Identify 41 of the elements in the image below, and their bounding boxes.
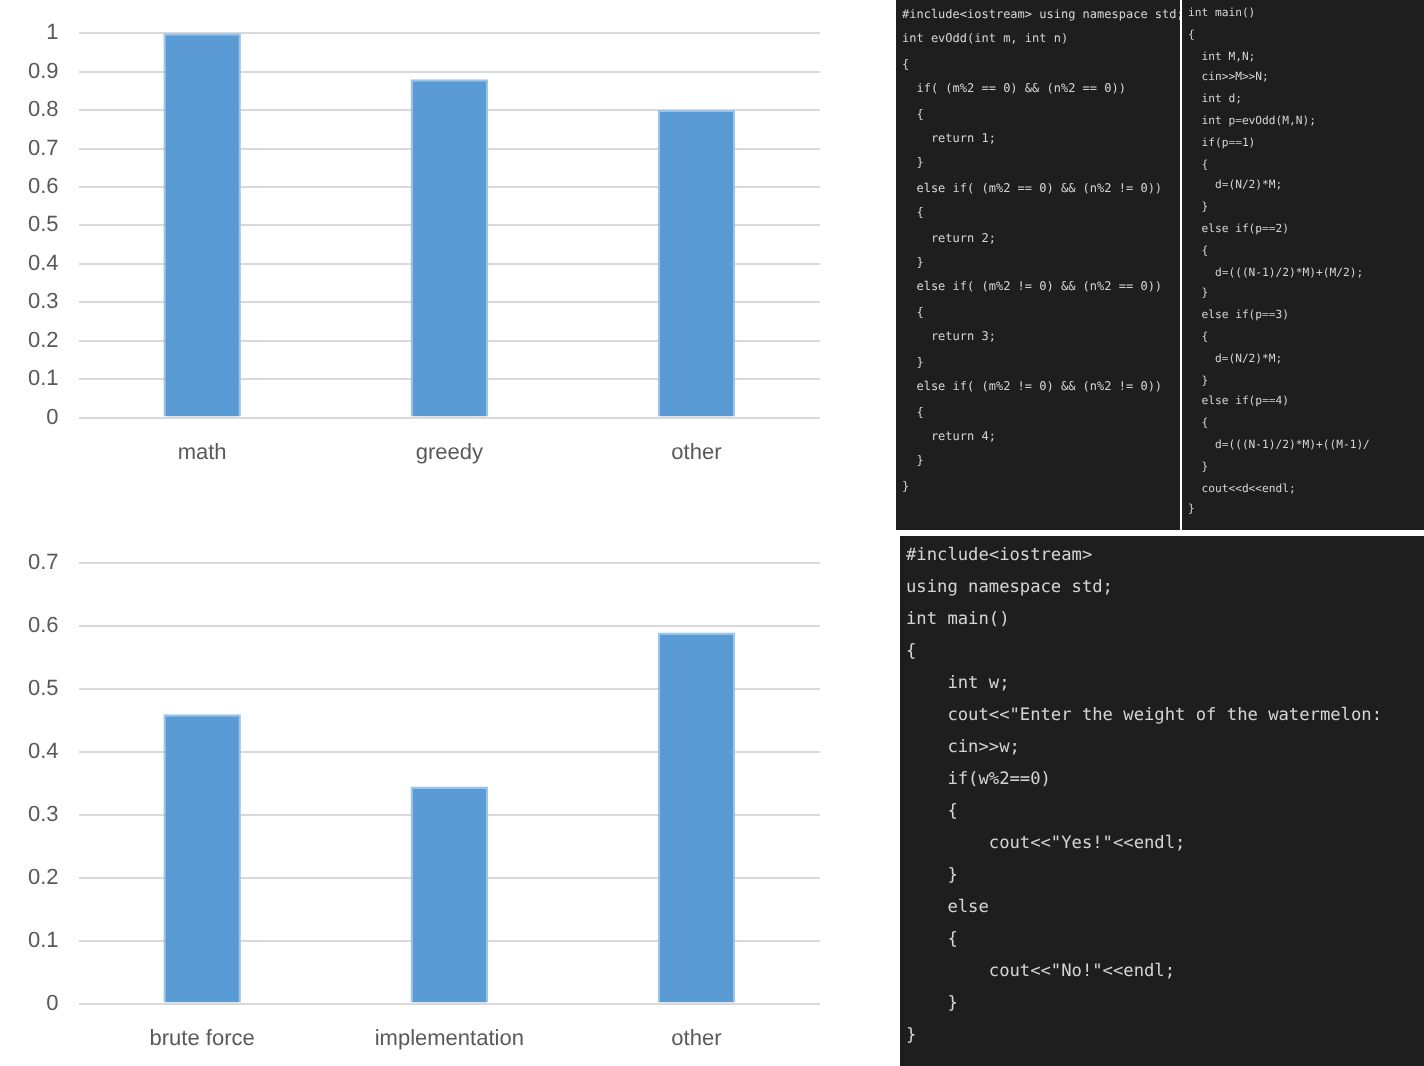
y-tick-label: 0.7 xyxy=(27,551,59,576)
y-tick-label: 0.3 xyxy=(27,802,59,827)
text: { xyxy=(906,640,919,666)
x-tick-label: implementation xyxy=(374,1026,524,1051)
y-tick-label: 0.6 xyxy=(27,175,59,200)
text: { xyxy=(945,928,960,954)
text: { xyxy=(945,800,960,826)
x-tick-label: brute force xyxy=(149,1026,255,1051)
text: } xyxy=(945,864,960,890)
text: using namespace std; xyxy=(906,576,1115,602)
y-tick-label: 0.5 xyxy=(27,213,59,238)
text: else xyxy=(945,896,991,922)
x-tick-label: greedy xyxy=(415,440,484,465)
y-tick-label: 0.2 xyxy=(27,328,59,353)
x-tick-label: other xyxy=(671,1026,723,1051)
text: cout<<"Enter the weight of the watermelon: xyxy=(945,704,1384,730)
x-tick-label: other xyxy=(671,440,723,465)
y-tick-label: 0.6 xyxy=(27,614,59,639)
text: cin>>w; xyxy=(945,736,1022,762)
text: } xyxy=(945,992,960,1018)
y-tick-label: 0.1 xyxy=(27,367,59,392)
y-tick-label: 0.5 xyxy=(27,677,59,702)
y-tick-label: 1 xyxy=(46,21,59,46)
text: int w; xyxy=(945,672,1012,698)
text: cout<<"Yes!"<<endl; xyxy=(986,832,1188,858)
y-tick-label: 0.4 xyxy=(27,251,59,276)
y-tick-label: 0.1 xyxy=(27,928,59,953)
y-tick-label: 0 xyxy=(46,991,59,1016)
y-tick-label: 0.7 xyxy=(27,136,59,161)
y-tick-label: 0.2 xyxy=(27,865,59,890)
text: } xyxy=(906,1024,919,1050)
text: cout<<"No!"<<endl; xyxy=(986,960,1178,986)
y-tick-label: 0.9 xyxy=(27,59,59,84)
text: int main() xyxy=(906,608,1012,634)
text: if(w%2==0) xyxy=(945,768,1053,794)
y-tick-label: 0.8 xyxy=(27,98,59,123)
text: #include<iostream> xyxy=(906,544,1095,570)
y-tick-label: 0.3 xyxy=(27,290,59,315)
y-tick-label: 0.4 xyxy=(27,740,59,765)
x-tick-label: math xyxy=(177,440,227,465)
y-tick-label: 0 xyxy=(46,405,59,430)
